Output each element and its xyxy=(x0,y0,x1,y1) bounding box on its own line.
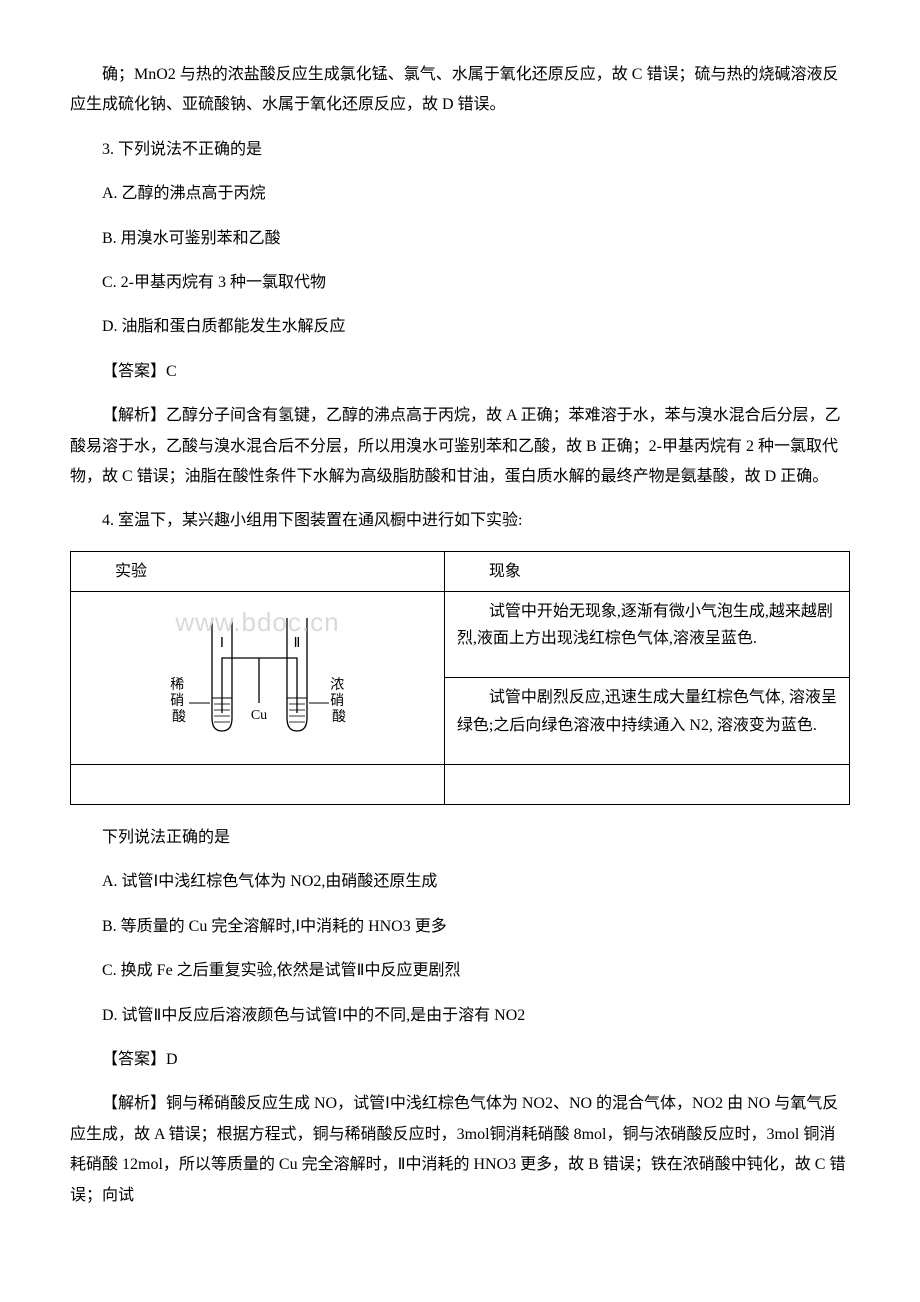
label-concentrated: 浓 硝 酸 xyxy=(331,677,349,725)
q3-option-a: A. 乙醇的沸点高于丙烷 xyxy=(70,179,850,209)
q3-option-c: C. 2-甲基丙烷有 3 种一氯取代物 xyxy=(70,268,850,298)
q4-answer: 【答案】D xyxy=(70,1045,850,1075)
q3-stem: 3. 下列说法不正确的是 xyxy=(70,135,850,165)
q4-option-b: B. 等质量的 Cu 完全溶解时,Ⅰ中消耗的 HNO3 更多 xyxy=(70,912,850,942)
diagram-cell: www.bdoc.cn Ⅰ xyxy=(71,591,445,764)
q3-explanation: 【解析】乙醇分子间含有氢键，乙醇的沸点高于丙烷，故 A 正确；苯难溶于水，苯与溴… xyxy=(70,401,850,492)
th-experiment: 实验 xyxy=(71,551,445,591)
q3-answer: 【答案】C xyxy=(70,357,850,387)
empty-cell-right xyxy=(444,764,849,804)
q4-explanation: 【解析】铜与稀硝酸反应生成 NO，试管Ⅰ中浅红棕色气体为 NO2、NO 的混合气… xyxy=(70,1089,850,1211)
th-phenomenon: 现象 xyxy=(444,551,849,591)
q4-option-d: D. 试管Ⅱ中反应后溶液颜色与试管Ⅰ中的不同,是由于溶有 NO2 xyxy=(70,1001,850,1031)
q4-stem: 4. 室温下，某兴趣小组用下图装置在通风橱中进行如下实验: xyxy=(70,506,850,536)
label-dilute: 稀 硝 酸 xyxy=(171,677,189,725)
empty-cell-left xyxy=(71,764,445,804)
experiment-table: 实验 现象 www.bdoc.cn Ⅰ xyxy=(70,551,850,805)
apparatus-diagram: Ⅰ Ⅱ Cu xyxy=(127,603,387,753)
cu-label: Cu xyxy=(251,708,267,723)
cu-wire: Cu xyxy=(222,658,297,723)
q4-option-a: A. 试管Ⅰ中浅红棕色气体为 NO2,由硝酸还原生成 xyxy=(70,867,850,897)
q3-option-b: B. 用溴水可鉴别苯和乙酸 xyxy=(70,224,850,254)
q3-option-d: D. 油脂和蛋白质都能发生水解反应 xyxy=(70,312,850,342)
phenomenon-row-2: 试管中剧烈反应,迅速生成大量红棕色气体, 溶液呈绿色;之后向绿色溶液中持续通入 … xyxy=(444,678,849,765)
intro-paragraph: 确；MnO2 与热的浓盐酸反应生成氯化锰、氯气、水属于氧化还原反应，故 C 错误… xyxy=(70,60,850,121)
roman-2: Ⅱ xyxy=(294,636,301,651)
q4-after: 下列说法正确的是 xyxy=(70,823,850,853)
roman-1: Ⅰ xyxy=(220,636,224,651)
phenomenon-row-1: 试管中开始无现象,逐渐有微小气泡生成,越来越剧烈,液面上方出现浅红棕色气体,溶液… xyxy=(444,591,849,678)
q4-option-c: C. 换成 Fe 之后重复实验,依然是试管Ⅱ中反应更剧烈 xyxy=(70,956,850,986)
